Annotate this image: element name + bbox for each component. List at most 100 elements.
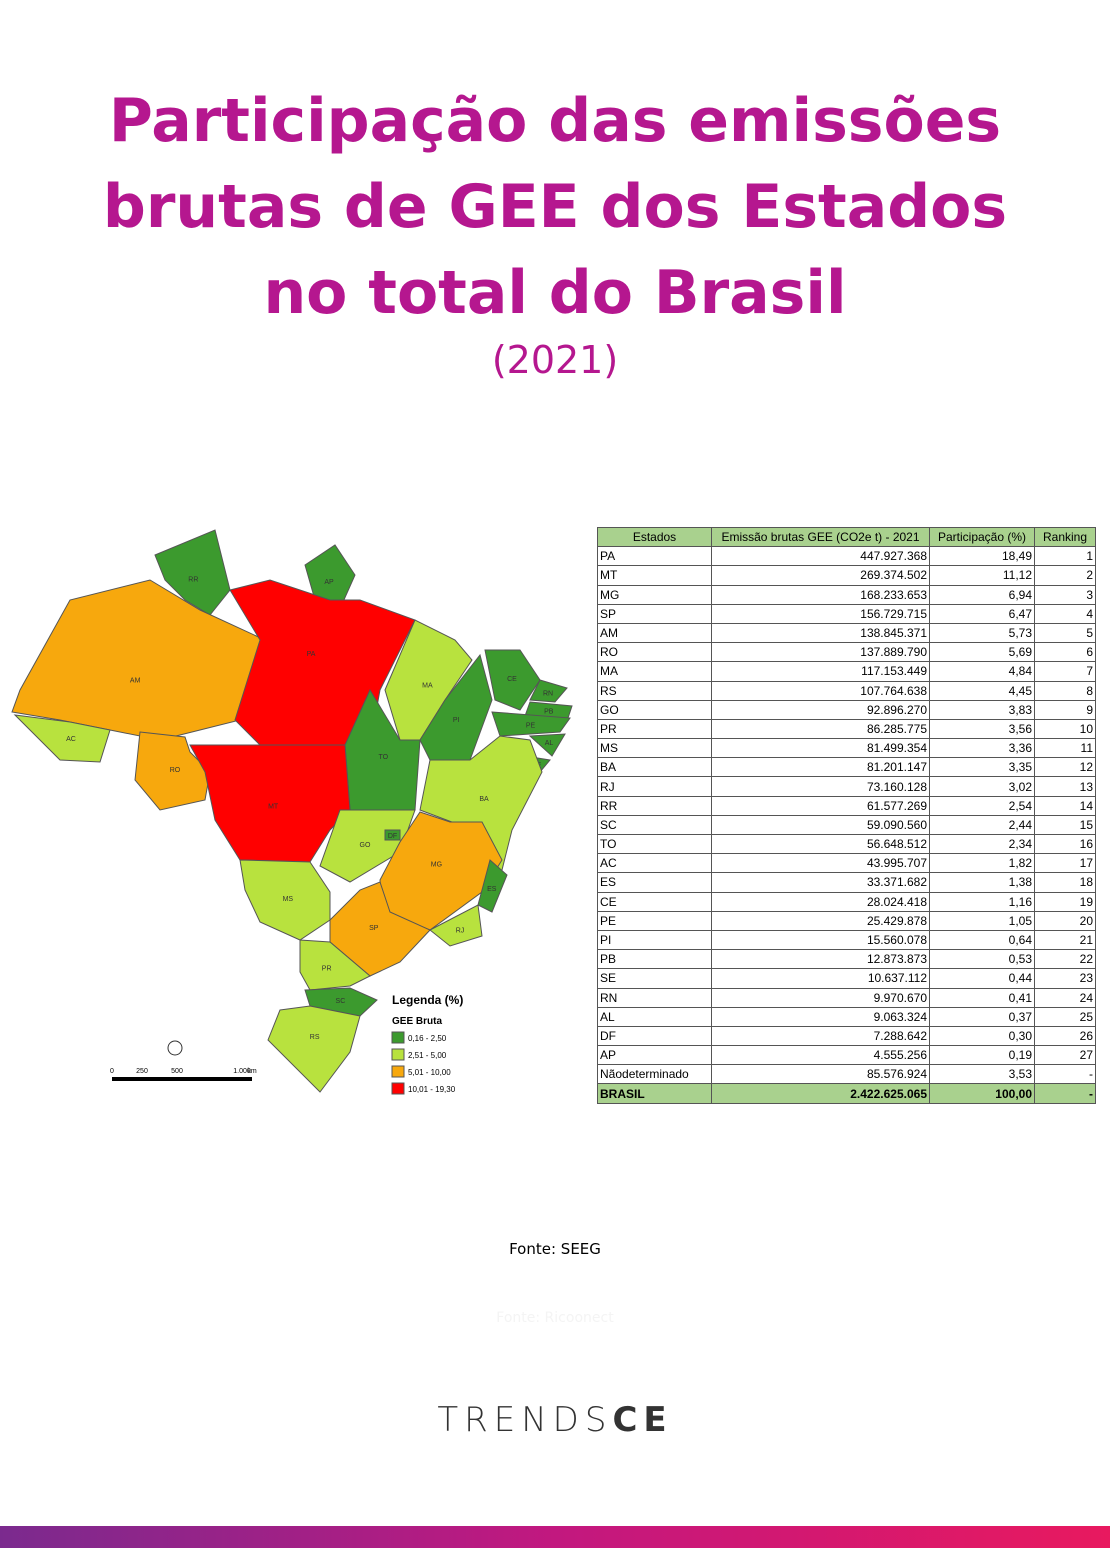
cell: 85.576.924 [711, 1064, 930, 1085]
cell: 15.560.078 [711, 929, 930, 951]
cell: 0,64 [929, 929, 1035, 951]
table: Estados Emissão brutas GEE (CO2e t) - 202… [597, 526, 1096, 1104]
state-label: GO [360, 842, 371, 849]
bottom-bar [0, 1526, 1110, 1548]
cell: 2.422.625.065 [711, 1083, 930, 1104]
table-header: Estados Emissão brutas GEE (CO2e t) - 202… [597, 526, 1096, 548]
cell: PA [597, 546, 712, 567]
cell: 3,53 [929, 1064, 1035, 1085]
cell: 43.995.707 [711, 853, 930, 874]
cell: 1,38 [929, 872, 1035, 893]
state-shape [528, 733, 566, 757]
state-shape [484, 649, 541, 711]
cell: 1 [1034, 546, 1096, 567]
state-label: AL [545, 740, 554, 747]
cell: RR [597, 795, 712, 816]
table-row: AC 43.995.707 1,82 17 [597, 853, 1096, 874]
state-shape [299, 939, 371, 991]
cell: 0,19 [929, 1045, 1035, 1066]
scale-label: 250 [136, 1068, 148, 1075]
cell: 18,49 [929, 546, 1035, 567]
state-label: DF [388, 833, 397, 840]
state: ES [477, 859, 508, 913]
cell: PI [597, 929, 712, 951]
table-row: MT 269.374.502 11,12 2 [597, 565, 1096, 586]
cell: MT [597, 565, 712, 586]
header-cell: Ranking [1034, 526, 1096, 548]
cell: 24 [1034, 987, 1096, 1008]
cell: 12 [1034, 757, 1096, 778]
state: RS [267, 1005, 361, 1093]
state-shape [491, 711, 571, 737]
cell: 3 [1034, 584, 1096, 605]
cell: RO [597, 642, 712, 663]
cell: 22 [1034, 949, 1096, 970]
state: MT [189, 744, 351, 863]
state-shape [304, 987, 378, 1017]
state-label: PB [544, 709, 554, 716]
state-label: AM [130, 677, 141, 684]
cell: 5 [1034, 622, 1096, 644]
table-row: SC 59.090.560 2,44 15 [597, 814, 1096, 836]
state-shape [13, 714, 111, 763]
compass [167, 1040, 183, 1056]
cell: 11 [1034, 738, 1096, 759]
state: RN [529, 679, 568, 703]
cell: MG [597, 584, 712, 605]
cell: 6,47 [929, 603, 1035, 624]
cell: 8 [1034, 680, 1096, 701]
faint-source: Fonte: Ricoonect [496, 1310, 614, 1326]
state-shape [267, 1005, 361, 1093]
cell: 2 [1034, 565, 1096, 586]
table-total: BRASIL 2.422.625.065 100,00- [597, 1083, 1096, 1104]
cell: 168.233.653 [711, 584, 930, 605]
cell: TO [597, 833, 712, 855]
table-row: TO 56.648.512 2,34 16 [597, 833, 1096, 855]
cell: PB [597, 949, 712, 970]
table-row: AL 9.063.324 0,37 25 [597, 1006, 1096, 1027]
logo-part: CE [612, 1400, 673, 1440]
cell: 10 [1034, 718, 1096, 740]
table-row: DF 7.288.642 0,30 26 [597, 1025, 1096, 1047]
cell: AP [597, 1045, 712, 1066]
cell: 25 [1034, 1006, 1096, 1027]
cell: 73.160.128 [711, 776, 930, 797]
table-row: RJ 73.160.128 3,02 13 [597, 776, 1096, 797]
cell: 6,94 [929, 584, 1035, 605]
cell: 25.429.878 [711, 910, 930, 931]
state-label: CE [507, 676, 517, 683]
table-row: PI 15.560.078 0,64 21 [597, 929, 1096, 951]
cell: 13 [1034, 776, 1096, 797]
map: RRAPAMPAMAPICERNPBPEALSEBATOACROMTGODFMG… [11, 529, 573, 1095]
cell: 7 [1034, 661, 1096, 682]
table-row: AM 138.845.371 5,73 5 [597, 622, 1096, 644]
table-row: BA 81.201.147 3,35 12 [597, 757, 1096, 778]
table-row: PR 86.285.775 3,56 10 [597, 718, 1096, 740]
cell: BRASIL [597, 1083, 712, 1104]
state: SC [304, 987, 378, 1017]
state-label: RO [170, 767, 181, 774]
logo-part: TRENDS [437, 1400, 613, 1440]
state-label: RJ [456, 927, 465, 934]
cell: 7.288.642 [711, 1025, 930, 1047]
cell: 100,00 [929, 1083, 1035, 1104]
cell: 2,54 [929, 795, 1035, 816]
cell: AC [597, 853, 712, 874]
cell: 0,53 [929, 949, 1035, 970]
state: DF [384, 829, 401, 841]
header-cell: Emissão brutas GEE (CO2e t) - 2021 [711, 526, 930, 548]
cell: - [1034, 1083, 1096, 1104]
table-row: SE 10.637.112 0,44 23 [597, 968, 1096, 989]
state-shape [384, 829, 401, 841]
table-row: ES 33.371.682 1,38 18 [597, 872, 1096, 893]
state-label: MA [422, 682, 433, 689]
scale-label: 500 [171, 1068, 183, 1075]
cell: 18 [1034, 872, 1096, 893]
state: MS [239, 859, 331, 941]
cell: 0,44 [929, 968, 1035, 989]
cell: SP [597, 603, 712, 624]
legend-swatch [391, 1031, 405, 1044]
header-cell: Estados [597, 526, 712, 548]
logo: TRENDSCE [0, 1400, 1110, 1440]
legend-swatch [391, 1082, 405, 1095]
